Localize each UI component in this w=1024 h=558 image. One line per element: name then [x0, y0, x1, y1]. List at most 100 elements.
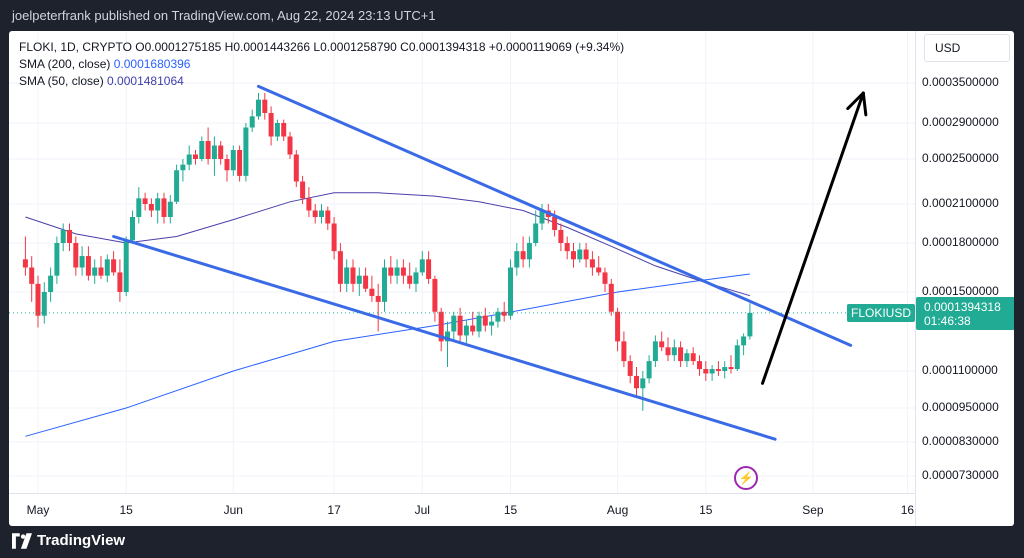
candle-body — [508, 267, 513, 316]
candle-body — [85, 256, 91, 276]
candle-body — [690, 353, 696, 362]
candle-body — [394, 267, 400, 276]
candle-body — [199, 141, 205, 159]
candle-body — [571, 251, 576, 260]
candle-body — [337, 251, 343, 284]
time-tick-label: 15 — [503, 503, 518, 517]
candle-body — [79, 256, 85, 268]
candle-body — [419, 259, 425, 273]
candle-body — [224, 159, 230, 171]
price-tick-label: 0.0002900000 — [922, 115, 999, 129]
candle-body — [161, 198, 167, 217]
candle-body — [715, 369, 721, 371]
candle-body — [457, 315, 463, 336]
time-tick-label: Sep — [802, 503, 824, 517]
chart-legend: FLOKI, 1D, CRYPTO O0.0001275185 H0.00014… — [19, 39, 624, 90]
candle-body — [256, 99, 261, 117]
candle-body — [268, 113, 274, 137]
time-tick-label: 15 — [119, 503, 133, 517]
candle-body — [319, 210, 324, 217]
candle-body — [130, 217, 135, 241]
candle-body — [432, 278, 438, 312]
candle-body — [325, 210, 331, 224]
candle-body — [312, 210, 318, 217]
last-price-badge: 0.0001394318 01:46:38 — [916, 296, 1014, 330]
time-tick-label: Jul — [414, 503, 430, 517]
candle-body — [602, 272, 608, 284]
time-tick-label: Jun — [223, 503, 243, 517]
candle-body — [539, 210, 545, 224]
candle-body — [54, 243, 60, 276]
candle-body — [48, 275, 54, 292]
tradingview-brand[interactable]: TradingView — [37, 532, 126, 549]
candle-body — [218, 145, 224, 159]
candle-body — [678, 347, 684, 362]
candle-body — [174, 170, 180, 202]
candle-body — [375, 295, 381, 302]
candle-body — [363, 275, 369, 289]
candle-body — [640, 378, 646, 389]
candle-body — [589, 259, 595, 268]
candle-body — [400, 267, 406, 276]
candle-body — [205, 141, 211, 159]
price-tick-label: 0.0001500000 — [922, 284, 999, 298]
legend-sma200-label: SMA (200, close) — [19, 57, 111, 71]
legend-sma200-row[interactable]: SMA (200, close) 0.0001680396 — [19, 56, 624, 73]
time-axis[interactable]: May 15 Jun 17 Jul 15 Aug 15 Sep 16 — [9, 493, 915, 526]
candle-body — [123, 240, 129, 292]
legend-ohlc: O0.0001275185 H0.0001443266 L0.000125879… — [135, 40, 625, 54]
candle-body — [111, 259, 117, 273]
candle-body — [514, 251, 520, 268]
price-axis[interactable]: USD 0.0003500000 0.0002900000 0.0002500000… — [915, 31, 1014, 526]
candle-body — [41, 292, 47, 316]
candle-body — [180, 164, 186, 171]
forecast-arrow-head — [861, 91, 868, 117]
candle-body — [634, 375, 639, 389]
sma50-line — [25, 192, 751, 297]
symbol-badge: FLOKIUSD — [847, 303, 916, 322]
candle-body — [186, 154, 192, 165]
candle-body — [552, 217, 558, 230]
candle-body — [92, 267, 98, 276]
candle-body — [117, 272, 123, 292]
time-tick-label: 15 — [699, 503, 713, 517]
candle-body — [627, 361, 633, 376]
candle-body — [388, 267, 394, 276]
price-tick-label: 0.0001800000 — [922, 235, 999, 249]
candle-body — [356, 275, 362, 284]
candle-body — [243, 127, 249, 176]
plot-area[interactable]: FLOKI, 1D, CRYPTO O0.0001275185 H0.00014… — [9, 31, 916, 493]
candle-body — [558, 230, 564, 243]
candle-body — [281, 123, 287, 137]
candle-body — [722, 367, 728, 371]
candle-body — [407, 275, 413, 284]
candle-body — [470, 325, 476, 332]
bolt-icon[interactable]: ⚡ — [734, 466, 758, 490]
candle-body — [148, 204, 154, 211]
publish-info: joelpeterfrank published on TradingView.… — [12, 8, 436, 23]
candle-body — [463, 325, 469, 336]
candle-body — [29, 267, 35, 284]
candle-body — [734, 345, 740, 370]
candle-body — [300, 181, 306, 199]
candle-body — [482, 315, 488, 326]
legend-sma50-row[interactable]: SMA (50, close) 0.0001481064 — [19, 73, 624, 90]
candle-body — [98, 267, 104, 276]
candle-body — [671, 347, 677, 356]
time-tick-label: 17 — [327, 503, 341, 517]
footer-bar: TradingView — [0, 526, 1024, 558]
legend-symbol[interactable]: FLOKI, 1D, CRYPTO — [19, 40, 132, 54]
candle-body — [501, 311, 507, 316]
price-tick-label: 0.0003500000 — [922, 75, 999, 89]
candle-body — [615, 311, 621, 342]
candle-body — [583, 249, 589, 260]
candle-body — [709, 369, 715, 374]
candle-body — [237, 150, 243, 176]
candle-body — [60, 230, 66, 243]
candle-body — [526, 243, 532, 260]
candle-body — [230, 150, 236, 171]
channel-upper-line — [257, 84, 853, 347]
legend-sma50-value: 0.0001481064 — [107, 74, 184, 88]
currency-selector[interactable]: USD — [924, 34, 1010, 62]
candle-body — [608, 283, 614, 312]
